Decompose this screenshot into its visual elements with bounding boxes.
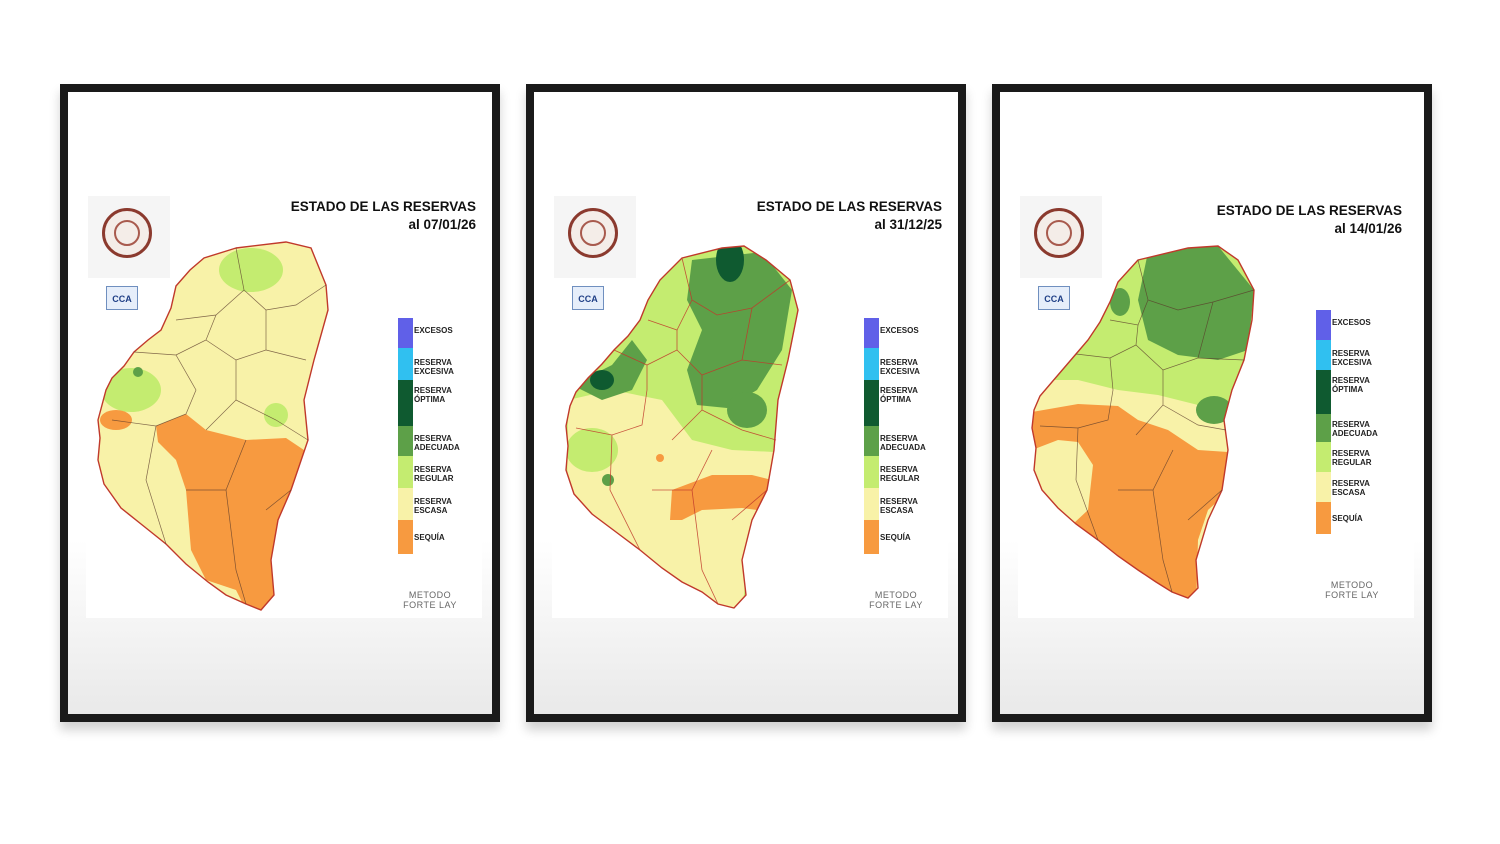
institution-seal-icon <box>102 208 152 258</box>
legend-label: RESERVA ESCASA <box>1332 479 1370 497</box>
legend-swatch <box>398 456 413 488</box>
legend-swatch <box>864 456 879 488</box>
legend-label: EXCESOS <box>880 326 919 335</box>
map-title: ESTADO DE LAS RESERVAS al 07/01/26 <box>291 198 476 234</box>
legend-swatch <box>398 318 413 348</box>
institution-seal-icon <box>1034 208 1084 258</box>
legend-label: RESERVA REGULAR <box>880 465 920 483</box>
legend-label: RESERVA EXCESIVA <box>414 358 454 376</box>
date-line: al 14/01/26 <box>1334 221 1402 236</box>
legend-swatch <box>1316 370 1331 414</box>
legend-label: RESERVA ADECUADA <box>880 434 926 452</box>
legend-swatch <box>864 488 879 520</box>
institution-seal-icon <box>568 208 618 258</box>
legend-label: RESERVA ÓPTIMA <box>414 386 452 404</box>
map-title: ESTADO DE LAS RESERVAS al 14/01/26 <box>1217 202 1402 238</box>
legend-label: EXCESOS <box>1332 318 1371 327</box>
legend-label: RESERVA REGULAR <box>1332 449 1372 467</box>
logo-box <box>1020 196 1102 278</box>
legend-swatch <box>864 520 879 554</box>
method-note: METODO FORTE LAY <box>1325 580 1379 600</box>
map-frame-1: CCA ESTADO DE LAS RESERVAS al 07/01/26 E… <box>60 84 500 722</box>
map-card-3: CCA ESTADO DE LAS RESERVAS al 14/01/26 E… <box>1018 190 1414 618</box>
legend-label: RESERVA ESCASA <box>414 497 452 515</box>
legend-label: SEQUÍA <box>414 533 445 542</box>
frame-inner: CCA ESTADO DE LAS RESERVAS al 31/12/25 E… <box>534 92 958 714</box>
legend-swatch <box>1316 472 1331 502</box>
legend-label: RESERVA EXCESIVA <box>880 358 920 376</box>
reserves-map-1 <box>97 241 329 611</box>
logo-box <box>88 196 170 278</box>
legend-label: RESERVA ÓPTIMA <box>880 386 918 404</box>
cca-logo: CCA <box>1038 286 1070 310</box>
legend-swatch <box>1316 502 1331 534</box>
legend-label: RESERVA ADECUADA <box>1332 420 1378 438</box>
date-line: al 07/01/26 <box>408 217 476 232</box>
legend-swatch <box>398 426 413 456</box>
logo-box <box>554 196 636 278</box>
legend-label: SEQUÍA <box>880 533 911 542</box>
legend-label: RESERVA ESCASA <box>880 497 918 515</box>
date-line: al 31/12/25 <box>874 217 942 232</box>
legend-label: SEQUÍA <box>1332 514 1363 523</box>
method-note: METODO FORTE LAY <box>869 590 923 610</box>
legend-label: EXCESOS <box>414 326 453 335</box>
map-frame-2: CCA ESTADO DE LAS RESERVAS al 31/12/25 E… <box>526 84 966 722</box>
legend-swatch <box>1316 442 1331 472</box>
legend-swatch <box>864 318 879 348</box>
frame-inner: CCA ESTADO DE LAS RESERVAS al 07/01/26 E… <box>68 92 492 714</box>
legend-label: RESERVA ADECUADA <box>414 434 460 452</box>
legend-label: RESERVA EXCESIVA <box>1332 349 1372 367</box>
frame-inner: CCA ESTADO DE LAS RESERVAS al 14/01/26 E… <box>1000 92 1424 714</box>
reserves-map-2 <box>565 245 799 609</box>
legend-swatch <box>864 426 879 456</box>
map-card-2: CCA ESTADO DE LAS RESERVAS al 31/12/25 E… <box>552 190 948 618</box>
legend-swatch <box>864 348 879 380</box>
legend-swatch <box>864 380 879 426</box>
map-card-1: CCA ESTADO DE LAS RESERVAS al 07/01/26 E… <box>86 190 482 618</box>
legend-swatch <box>1316 414 1331 442</box>
legend-swatch <box>398 488 413 520</box>
map-title: ESTADO DE LAS RESERVAS al 31/12/25 <box>757 198 942 234</box>
title-line: ESTADO DE LAS RESERVAS <box>756 199 942 214</box>
title-line: ESTADO DE LAS RESERVAS <box>290 199 476 214</box>
cca-logo: CCA <box>572 286 604 310</box>
cca-logo: CCA <box>106 286 138 310</box>
legend-swatch <box>1316 310 1331 340</box>
title-line: ESTADO DE LAS RESERVAS <box>1216 203 1402 218</box>
map-frame-3: CCA ESTADO DE LAS RESERVAS al 14/01/26 E… <box>992 84 1432 722</box>
legend-swatch <box>1316 340 1331 370</box>
legend-swatch <box>398 520 413 554</box>
legend-swatch <box>398 380 413 426</box>
legend-label: RESERVA ÓPTIMA <box>1332 376 1370 394</box>
legend-label: RESERVA REGULAR <box>414 465 454 483</box>
legend-swatch <box>398 348 413 380</box>
method-note: METODO FORTE LAY <box>403 590 457 610</box>
